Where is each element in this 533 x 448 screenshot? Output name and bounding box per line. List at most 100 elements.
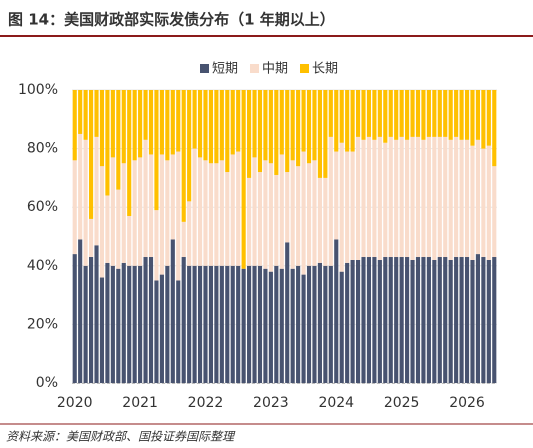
bar-segment bbox=[481, 148, 486, 258]
x-tick-label: 2025 bbox=[384, 395, 420, 411]
bar-segment bbox=[475, 139, 480, 255]
bar-segment bbox=[486, 145, 491, 260]
bar-segment bbox=[443, 257, 448, 383]
bar-segment bbox=[437, 257, 442, 383]
bar-segment bbox=[89, 257, 94, 383]
bar-segment bbox=[263, 268, 268, 383]
bar-segment bbox=[470, 90, 475, 146]
bar-segment bbox=[312, 90, 317, 161]
bar-segment bbox=[481, 90, 486, 149]
bar-segment bbox=[176, 151, 181, 281]
bar-segment bbox=[383, 90, 388, 143]
bar-segment bbox=[159, 274, 164, 383]
bar-segment bbox=[388, 90, 393, 137]
bar-segment bbox=[296, 265, 301, 383]
bar-segment bbox=[296, 166, 301, 266]
bar-segment bbox=[268, 163, 273, 272]
bar-segment bbox=[127, 215, 132, 266]
bar-segment bbox=[143, 90, 148, 140]
bar-segment bbox=[426, 257, 431, 383]
bar-segment bbox=[366, 136, 372, 258]
bar-segment bbox=[78, 239, 83, 383]
bar-segment bbox=[219, 160, 224, 266]
y-tick-label: 0% bbox=[36, 375, 58, 391]
bar-segment bbox=[372, 257, 377, 383]
bar-segment bbox=[121, 90, 126, 164]
bar-segment bbox=[437, 90, 442, 137]
bar-segment bbox=[214, 163, 219, 266]
bar-segment bbox=[236, 265, 241, 383]
bar-segment bbox=[176, 280, 181, 383]
bar-segment bbox=[383, 142, 388, 258]
bar-segment bbox=[247, 177, 252, 266]
bar-segment bbox=[121, 262, 126, 383]
bar-segment bbox=[263, 160, 268, 269]
bar-segment bbox=[89, 90, 94, 219]
bar-segment bbox=[317, 177, 322, 263]
bar-segment bbox=[89, 218, 94, 258]
bar-segment bbox=[241, 90, 246, 269]
bar-segment bbox=[263, 90, 268, 161]
bar-segment bbox=[405, 90, 410, 140]
bar-segment bbox=[127, 90, 132, 216]
bar-segment bbox=[492, 166, 497, 258]
bar-segment bbox=[415, 136, 421, 258]
bar-segment bbox=[432, 259, 437, 383]
bar-segment bbox=[317, 262, 322, 383]
bar-segment bbox=[388, 136, 393, 258]
y-tick-label: 40% bbox=[27, 258, 58, 274]
bar-segment bbox=[448, 259, 453, 383]
bar-segment bbox=[443, 90, 448, 137]
x-tick-label: 2024 bbox=[318, 395, 354, 411]
y-tick-label: 20% bbox=[27, 316, 58, 332]
bar-segment bbox=[99, 166, 105, 278]
bar-segment bbox=[154, 210, 159, 281]
bar-segment bbox=[78, 90, 83, 134]
bar-segment bbox=[170, 154, 175, 240]
bar-segment bbox=[203, 90, 208, 161]
bar-segment bbox=[301, 274, 306, 383]
legend-label: 中期 bbox=[262, 62, 288, 77]
bar-segment bbox=[454, 136, 459, 258]
bar-segment bbox=[143, 139, 148, 258]
bar-segment bbox=[448, 139, 453, 260]
bar-segment bbox=[225, 90, 230, 173]
bar-segment bbox=[99, 90, 105, 167]
bar-segment bbox=[279, 154, 284, 269]
bar-segment bbox=[350, 90, 355, 152]
bar-segment bbox=[394, 90, 399, 140]
bar-segment bbox=[339, 90, 344, 143]
bar-segment bbox=[247, 90, 252, 178]
bar-segment bbox=[181, 221, 186, 258]
bar-segment bbox=[94, 245, 99, 383]
bar-segment bbox=[105, 90, 110, 196]
bar-segment bbox=[257, 265, 263, 383]
bar-segment bbox=[203, 265, 208, 383]
bar-segment bbox=[492, 90, 497, 167]
legend-swatch bbox=[250, 64, 259, 73]
bar-segment bbox=[492, 257, 497, 383]
bar-segment bbox=[116, 189, 121, 269]
bar-segment bbox=[355, 90, 361, 137]
bar-segment bbox=[432, 90, 437, 137]
bar-segment bbox=[426, 136, 431, 258]
bar-segment bbox=[170, 239, 175, 383]
bar-segment bbox=[110, 157, 115, 266]
bar-segment bbox=[306, 90, 312, 164]
bar-segment bbox=[268, 271, 273, 383]
bar-segment bbox=[323, 265, 328, 383]
bar-segment bbox=[475, 90, 480, 140]
bar-segment bbox=[197, 90, 203, 158]
bar-segment bbox=[274, 90, 279, 175]
bar-segment bbox=[208, 163, 214, 266]
bar-segment bbox=[116, 268, 121, 383]
source-note: 资料来源：美国财政部、国投证券国际整理 bbox=[6, 430, 236, 444]
bar-segment bbox=[197, 157, 203, 266]
bar-segment bbox=[285, 172, 290, 243]
bar-segment bbox=[143, 257, 148, 383]
bar-segment bbox=[94, 90, 99, 137]
bar-segment bbox=[187, 201, 192, 266]
bar-segment bbox=[225, 265, 230, 383]
bar-segment bbox=[236, 90, 241, 152]
bar-segment bbox=[481, 257, 486, 383]
